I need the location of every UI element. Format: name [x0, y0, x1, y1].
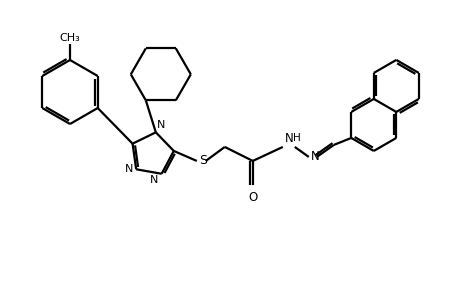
Text: O: O	[248, 191, 258, 204]
Text: N: N	[157, 120, 165, 130]
Text: H: H	[293, 133, 300, 143]
Text: N: N	[125, 164, 133, 174]
Text: N: N	[150, 175, 159, 185]
Text: CH₃: CH₃	[60, 33, 80, 43]
Text: N: N	[285, 132, 294, 145]
Text: S: S	[199, 154, 207, 167]
Text: N: N	[311, 150, 320, 164]
